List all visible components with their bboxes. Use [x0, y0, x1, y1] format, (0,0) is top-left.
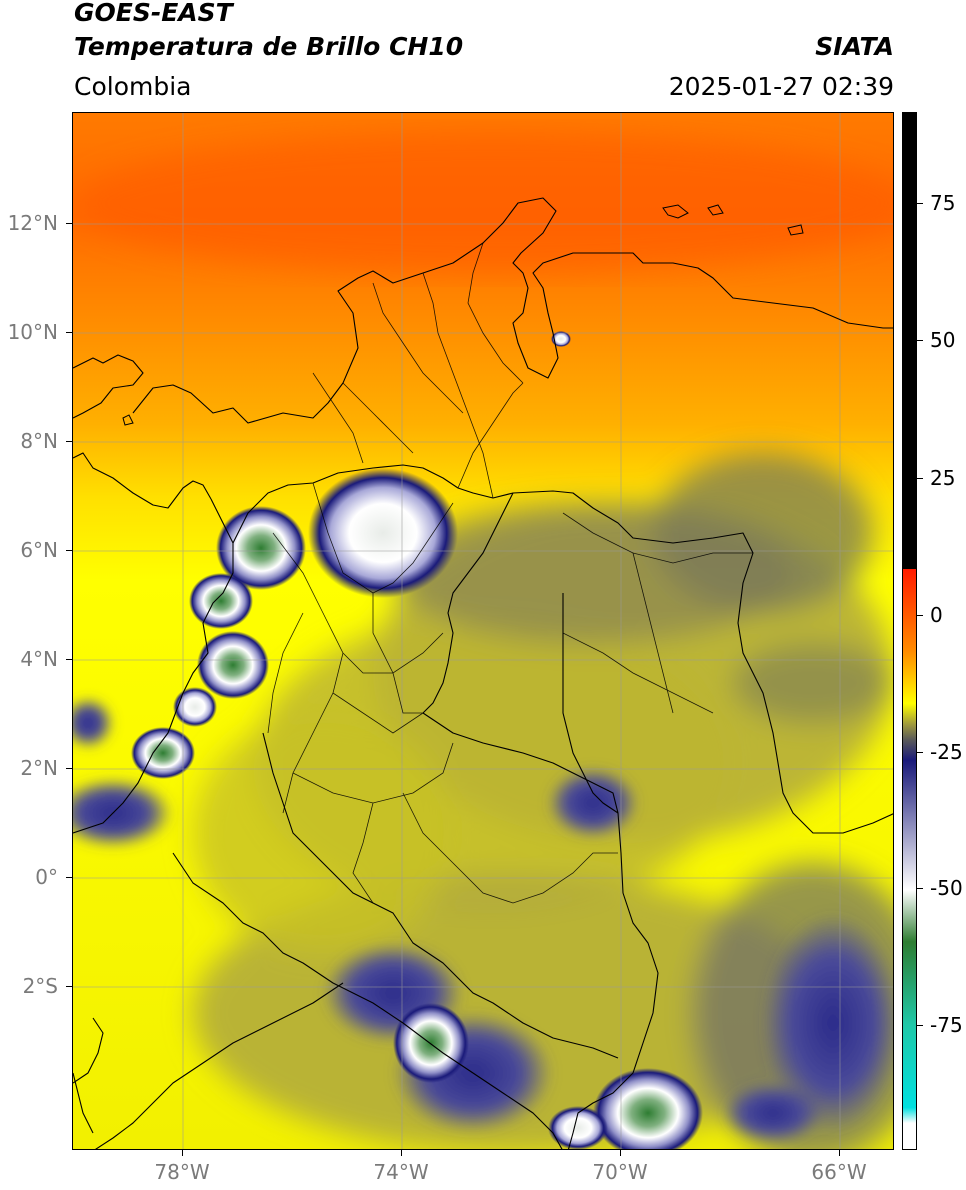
storm-cell — [197, 631, 269, 699]
lat-label: 0° — [35, 865, 58, 889]
satellite-map — [72, 112, 894, 1150]
coastlines-borders — [73, 197, 893, 1149]
colorbar-tick-label: -50 — [930, 876, 963, 900]
lat-label: 8°N — [20, 429, 58, 453]
colorbar-tick-label: -75 — [930, 1013, 963, 1037]
lat-label: 2°N — [20, 756, 58, 780]
storm-cell — [189, 573, 253, 629]
brightness-temperature-field — [73, 113, 893, 1149]
storm-cell — [393, 1003, 469, 1083]
lon-label: 74°W — [373, 1160, 429, 1184]
colorbar-tick-label: 25 — [930, 466, 956, 490]
storm-cell — [593, 1068, 703, 1149]
storm-cell — [308, 468, 458, 598]
region-label: Colombia — [74, 72, 192, 101]
colorbar-tick-label: 0 — [930, 603, 943, 627]
storm-cell — [131, 727, 195, 779]
institution-label: SIATA — [815, 32, 894, 61]
datetime-label: 2025-01-27 02:39 — [668, 72, 894, 101]
colorbar-tick-label: 50 — [930, 328, 956, 352]
colorbar — [902, 112, 917, 1150]
lon-label: 78°W — [154, 1160, 210, 1184]
lat-label: 6°N — [20, 538, 58, 562]
storm-cell — [548, 1106, 608, 1149]
storm-cell — [216, 506, 306, 590]
lon-label: 66°W — [811, 1160, 867, 1184]
storm-cell — [173, 687, 217, 727]
lat-label: 4°N — [20, 647, 58, 671]
graticule — [73, 113, 893, 1149]
colorbar-tick-label: 75 — [930, 191, 956, 215]
lat-label: 10°N — [7, 320, 58, 344]
product-title: Temperatura de Brillo CH10 — [74, 32, 464, 61]
colorbar-tick-label: -25 — [930, 740, 963, 764]
lat-label: 12°N — [7, 211, 58, 235]
lon-label: 70°W — [592, 1160, 648, 1184]
satellite-title: GOES-EAST — [74, 0, 233, 27]
lat-label: 2°S — [22, 974, 58, 998]
storm-cell — [551, 331, 571, 347]
